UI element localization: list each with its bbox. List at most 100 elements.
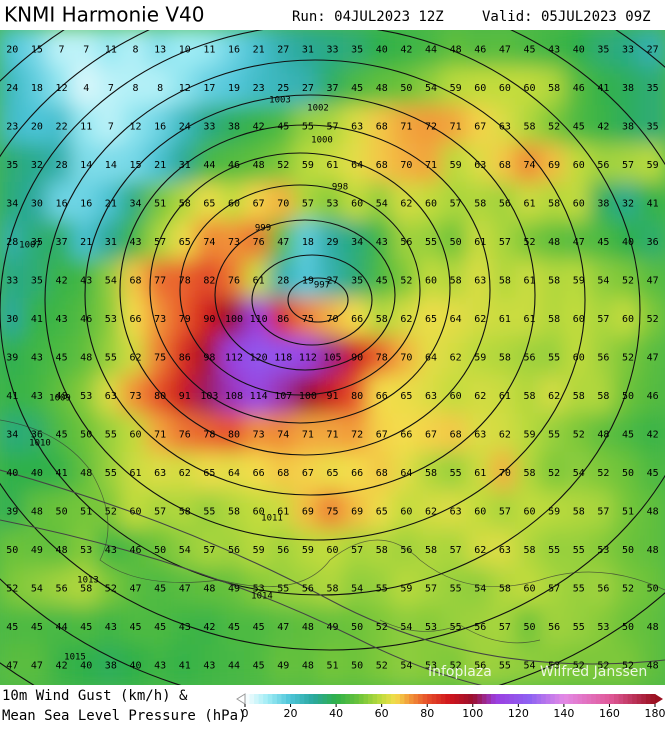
gust-value: 30 <box>31 198 43 209</box>
gust-value: 61 <box>253 275 265 286</box>
gust-value: 53 <box>597 622 609 633</box>
gust-value: 64 <box>425 353 437 364</box>
gust-value: 56 <box>597 353 609 364</box>
gust-value: 8 <box>157 83 163 94</box>
gust-value: 59 <box>253 545 265 556</box>
gust-value: 41 <box>31 314 43 325</box>
gust-value: 47 <box>277 237 289 248</box>
gust-value: 7 <box>59 44 65 55</box>
colorbar-segment <box>373 694 378 704</box>
gust-value: 16 <box>228 44 240 55</box>
gust-value: 48 <box>376 83 388 94</box>
gust-value: 21 <box>105 198 117 209</box>
colorbar-segment <box>632 694 637 704</box>
gust-value: 60 <box>524 83 536 94</box>
gust-value: 51 <box>326 661 338 672</box>
gust-value: 59 <box>302 545 314 556</box>
gust-value: 54 <box>31 584 43 595</box>
gust-value: 108 <box>225 391 243 402</box>
gust-value: 45 <box>6 622 18 633</box>
colorbar-arrow <box>237 694 245 704</box>
gust-value: 58 <box>524 121 536 132</box>
gust-value: 70 <box>277 198 289 209</box>
gust-value: 20 <box>31 121 43 132</box>
gust-value: 56 <box>228 545 240 556</box>
gust-value: 38 <box>597 198 609 209</box>
gust-value: 33 <box>203 121 215 132</box>
gust-value: 65 <box>179 237 191 248</box>
gust-value: 58 <box>548 314 560 325</box>
gust-value: 59 <box>548 507 560 518</box>
gust-value: 63 <box>474 430 486 441</box>
gust-value: 25 <box>277 83 289 94</box>
gust-value: 52 <box>524 237 536 248</box>
gust-value: 60 <box>474 83 486 94</box>
colorbar-segment <box>509 694 514 704</box>
gust-value: 56 <box>597 160 609 171</box>
gust-value: 66 <box>351 314 363 325</box>
gust-value: 66 <box>253 468 265 479</box>
gust-value: 45 <box>129 622 141 633</box>
gust-value: 48 <box>450 44 462 55</box>
gust-value: 33 <box>6 275 18 286</box>
gust-value: 52 <box>105 584 117 595</box>
gust-value: 53 <box>80 391 92 402</box>
colorbar-segment <box>332 694 337 704</box>
gust-value: 64 <box>400 468 412 479</box>
gust-value: 52 <box>622 584 634 595</box>
colorbar-segment <box>395 694 400 704</box>
colorbar-segment <box>591 694 596 704</box>
gust-value: 27 <box>277 44 289 55</box>
gust-value: 63 <box>154 468 166 479</box>
gust-value: 63 <box>105 391 117 402</box>
colorbar-arrow <box>655 694 663 704</box>
gust-value: 23 <box>253 83 265 94</box>
colorbar-segment <box>464 694 469 704</box>
colorbar-segment <box>614 694 619 704</box>
gust-value: 52 <box>548 121 560 132</box>
gust-value: 48 <box>253 160 265 171</box>
gust-value: 55 <box>450 622 462 633</box>
gust-value: 69 <box>351 507 363 518</box>
gust-value: 58 <box>425 545 437 556</box>
isobar-label: 1014 <box>251 592 273 602</box>
gust-value: 66 <box>129 314 141 325</box>
gust-value: 52 <box>6 584 18 595</box>
gust-value: 40 <box>129 661 141 672</box>
gust-value: 54 <box>400 661 412 672</box>
gust-value: 22 <box>56 121 68 132</box>
gust-value: 55 <box>573 545 585 556</box>
gust-value: 18 <box>302 237 314 248</box>
gust-value: 86 <box>179 353 191 364</box>
colorbar-segment <box>514 694 519 704</box>
gust-value: 10 <box>179 44 191 55</box>
colorbar-segment <box>596 694 601 704</box>
gust-value: 68 <box>376 121 388 132</box>
gust-value: 57 <box>450 198 462 209</box>
gust-value: 120 <box>250 353 268 364</box>
colorbar-segment <box>359 694 364 704</box>
gust-value: 17 <box>203 83 215 94</box>
colorbar-segment <box>619 694 624 704</box>
gust-value: 47 <box>647 353 659 364</box>
gust-value: 42 <box>400 44 412 55</box>
colorbar-segment <box>313 694 318 704</box>
gust-value: 78 <box>179 275 191 286</box>
gust-value: 65 <box>326 468 338 479</box>
colorbar-segment <box>423 694 428 704</box>
colorbar-tick-label: 80 <box>420 707 434 720</box>
gust-value: 52 <box>597 468 609 479</box>
gust-value: 14 <box>105 160 117 171</box>
gust-value: 60 <box>425 275 437 286</box>
colorbar-segment <box>637 694 642 704</box>
gust-value: 58 <box>573 507 585 518</box>
isobar-label: 998 <box>332 183 348 193</box>
gust-value: 35 <box>597 44 609 55</box>
gust-value: 38 <box>105 661 117 672</box>
gust-value: 58 <box>548 275 560 286</box>
gust-value: 86 <box>277 314 289 325</box>
gust-value: 38 <box>622 83 634 94</box>
gust-value: 15 <box>31 44 43 55</box>
gust-value: 35 <box>6 160 18 171</box>
gust-value: 46 <box>80 314 92 325</box>
